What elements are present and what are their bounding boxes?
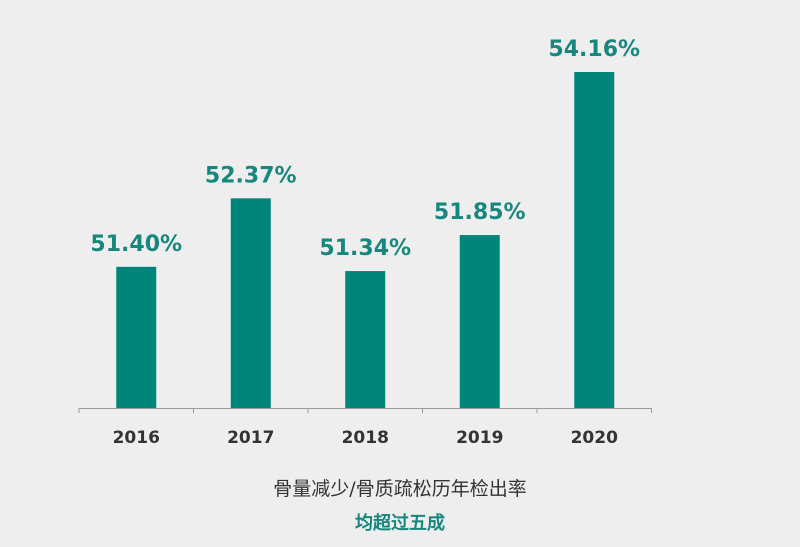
data-label-2019: 51.85% (434, 200, 526, 225)
bar-2018 (345, 271, 386, 408)
chart-highlight-caption: 均超过五成 (355, 513, 445, 534)
x-tick-label-2018: 2018 (342, 428, 389, 448)
chart-caption: 骨量减少/骨质疏松历年检出率 (273, 478, 527, 500)
bar-2016 (116, 266, 157, 408)
x-tick-label-2017: 2017 (227, 428, 274, 448)
bar-2020 (574, 72, 615, 408)
x-tick-label-2020: 2020 (571, 428, 618, 448)
bar-2017 (230, 198, 271, 408)
data-label-2017: 52.37% (205, 163, 297, 188)
data-label-2020: 54.16% (548, 37, 640, 62)
x-tick-label-2019: 2019 (456, 428, 503, 448)
bar-2019 (459, 235, 500, 408)
data-label-2018: 51.34% (319, 236, 411, 261)
data-label-2016: 51.40% (90, 232, 182, 257)
x-tick-label-2016: 2016 (113, 428, 160, 448)
